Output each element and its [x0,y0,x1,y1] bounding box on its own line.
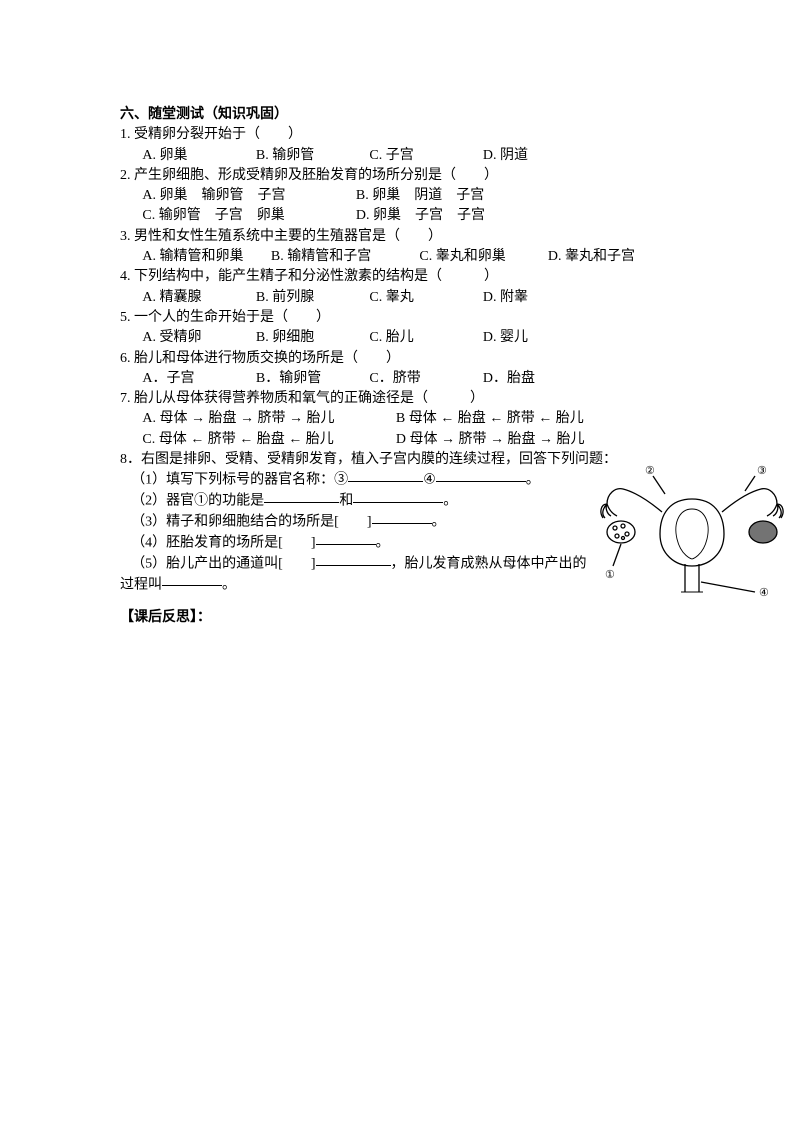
q6-optC: C．脐带 [369,369,479,389]
q2-optD: D. 卵巢 子宫 子宫 [356,206,485,226]
fill-blank[interactable] [162,573,222,587]
reflection-heading: 【课后反思】： [120,608,725,628]
q8-sub4-a: （4）胚胎发育的场所是[ ] [131,536,315,551]
q6-options: A．子宫 B．输卵管 C．脐带 D．胎盘 [120,369,725,389]
q5-optA: A. 受精卵 [142,328,252,348]
q3-optA: A. 输精管和卵巢 [142,247,267,267]
q3: 3. 男性和女性生殖系统中主要的生殖器官是（ ） A. 输精管和卵巢 B. 输精… [120,227,725,268]
q5-optD: D. 婴儿 [483,328,528,348]
q4-optA: A. 精囊腺 [142,288,252,308]
q1-options: A. 卵巢 B. 输卵管 C. 子宫 D. 阴道 [120,146,725,166]
fill-blank[interactable] [372,510,432,524]
q2-optA: A. 卵巢 输卵管 子宫 [142,186,352,206]
q1-optD: D. 阴道 [483,146,528,166]
diagram-label-2: ② [645,465,655,477]
q8-sub2-b: 和 [339,494,353,509]
q2-options-row2: C. 输卵管 子宫 卵巢 D. 卵巢 子宫 子宫 [120,206,725,226]
q8-sub2-c: 。 [443,494,457,509]
q8-sub2-a: （2）器官①的功能是 [131,494,264,509]
diagram-label-1: ① [605,569,615,581]
q6-stem: 6. 胎儿和母体进行物质交换的场所是（ ） [120,349,725,369]
q8-sub4-b: 。 [376,536,390,551]
q2: 2. 产生卵细胞、形成受精卵及胚胎发育的场所分别是（ ） A. 卵巢 输卵管 子… [120,166,725,227]
q4: 4. 下列结构中，能产生精子和分泌性激素的结构是（ ） A. 精囊腺 B. 前列… [120,267,725,308]
q2-stem: 2. 产生卵细胞、形成受精卵及胚胎发育的场所分别是（ ） [120,166,725,186]
fill-blank[interactable] [264,489,339,503]
fill-blank[interactable] [316,531,376,545]
q1-optA: A. 卵巢 [142,146,252,166]
q5-optB: B. 卵细胞 [256,328,366,348]
q8-sub5-b: ，胎儿发育成熟从母体中产出的 [391,557,587,572]
q5: 5. 一个人的生命开始于是（ ） A. 受精卵 B. 卵细胞 C. 胎儿 D. … [120,308,725,349]
q6-optA: A．子宫 [142,369,252,389]
q2-optC: C. 输卵管 子宫 卵巢 [142,206,352,226]
q7-optD: D 母体 → 脐带 → 胎盘 → 胎儿 [396,430,585,450]
q4-optC: C. 睾丸 [369,288,479,308]
q8-sub1-c: 。 [526,473,540,488]
q4-options: A. 精囊腺 B. 前列腺 C. 睾丸 D. 附睾 [120,288,725,308]
q5-optC: C. 胎儿 [369,328,479,348]
fill-blank[interactable] [436,468,526,482]
q7-optA: A. 母体 → 胎盘 → 脐带 → 胎儿 [142,409,392,429]
q8-sub5-c: 过程叫 [120,577,162,592]
q8-sub1-b: ④ [423,473,436,488]
q7-stem: 7. 胎儿从母体获得营养物质和氧气的正确途径是（ ） [120,389,725,409]
q8-sub3-b: 。 [432,515,446,530]
q6: 6. 胎儿和母体进行物质交换的场所是（ ） A．子宫 B．输卵管 C．脐带 D．… [120,349,725,390]
q7: 7. 胎儿从母体获得营养物质和氧气的正确途径是（ ） A. 母体 → 胎盘 → … [120,389,725,450]
q8-sub5-d: 。 [222,577,236,592]
q7-optC: C. 母体 ← 脐带 ← 胎盘 ← 胎儿 [142,430,392,450]
q2-optB: B. 卵巢 阴道 子宫 [356,186,484,206]
section-title: 六、随堂测试（知识巩固） [120,105,725,125]
q1-stem: 1. 受精卵分裂开始于（ ） [120,125,725,145]
q4-optD: D. 附睾 [483,288,528,308]
q7-options-row2: C. 母体 ← 脐带 ← 胎盘 ← 胎儿 D 母体 → 脐带 → 胎盘 → 胎儿 [120,430,725,450]
q8-sub3-a: （3）精子和卵细胞结合的场所是[ ] [131,515,371,530]
q4-stem: 4. 下列结构中，能产生精子和分泌性激素的结构是（ ） [120,267,725,287]
q2-options-row1: A. 卵巢 输卵管 子宫 B. 卵巢 阴道 子宫 [120,186,725,206]
fill-blank[interactable] [316,552,391,566]
q3-options: A. 输精管和卵巢 B. 输精管和子宫 C. 睾丸和卵巢 D. 睾丸和子宫 [120,247,725,267]
q4-optB: B. 前列腺 [256,288,366,308]
q6-optB: B．输卵管 [256,369,366,389]
q3-optB: B. 输精管和子宫 [271,247,416,267]
diagram-label-3: ③ [757,465,767,477]
q7-optB: B 母体 ← 胎盘 ← 脐带 ← 胎儿 [396,409,584,429]
q8-sub5-a: （5）胎儿产出的通道叫[ ] [131,557,315,572]
q3-optC: C. 睾丸和卵巢 [419,247,544,267]
q5-stem: 5. 一个人的生命开始于是（ ） [120,308,725,328]
q1-optC: C. 子宫 [369,146,479,166]
q1-optB: B. 输卵管 [256,146,366,166]
q6-optD: D．胎盘 [483,369,535,389]
q7-options-row1: A. 母体 → 胎盘 → 脐带 → 胎儿 B 母体 ← 胎盘 ← 脐带 ← 胎儿 [120,409,725,429]
diagram-label-4: ④ [759,587,769,599]
fill-blank[interactable] [353,489,443,503]
q8-sub1-a: （1）填写下列标号的器官名称：③ [131,473,348,488]
fill-blank[interactable] [348,468,423,482]
q1: 1. 受精卵分裂开始于（ ） A. 卵巢 B. 输卵管 C. 子宫 D. 阴道 [120,125,725,166]
q3-optD: D. 睾丸和子宫 [548,247,635,267]
q5-options: A. 受精卵 B. 卵细胞 C. 胎儿 D. 婴儿 [120,328,725,348]
uterus-diagram: ② ③ ① ④ [595,464,790,604]
q3-stem: 3. 男性和女性生殖系统中主要的生殖器官是（ ） [120,227,725,247]
